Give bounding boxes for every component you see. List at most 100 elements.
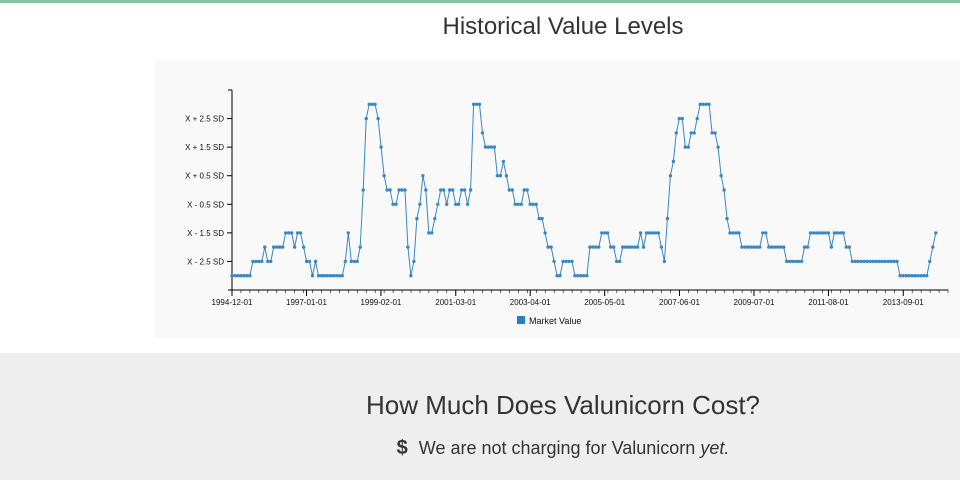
x-tick-label: 2007-06-01 — [659, 298, 700, 307]
data-point — [650, 231, 655, 235]
data-point — [594, 245, 598, 249]
data-point — [498, 174, 503, 178]
chart-title: Historical Value Levels — [442, 13, 684, 40]
data-point — [415, 216, 419, 221]
data-point — [734, 231, 738, 235]
data-point — [647, 231, 652, 235]
data-point — [385, 188, 389, 192]
data-point — [555, 274, 559, 278]
data-point — [492, 145, 497, 149]
data-point — [856, 259, 860, 264]
pricing-note-text: We are not charging for Valunicorn — [418, 438, 696, 458]
data-point — [626, 245, 631, 249]
data-point — [844, 245, 848, 249]
series-line-market-value — [232, 103, 937, 277]
data-point — [588, 245, 592, 249]
data-point — [278, 245, 282, 249]
data-point — [564, 259, 568, 264]
data-point — [376, 116, 380, 121]
data-point — [292, 245, 297, 249]
data-point — [522, 188, 526, 192]
data-point — [272, 245, 276, 249]
data-point — [770, 245, 774, 249]
x-tick-label: 2003-04-01 — [510, 298, 551, 307]
data-point — [767, 245, 771, 249]
line-chart: X - 2.5 SD X - 1.5 SD X - 0.5 SD X + 0.5 SD… — [185, 89, 949, 326]
data-point — [361, 188, 365, 192]
data-point — [427, 231, 431, 235]
data-point — [904, 274, 908, 278]
data-point — [298, 231, 303, 235]
data-point — [731, 231, 735, 235]
top-accent-rule — [0, 0, 960, 3]
data-point — [418, 202, 422, 206]
data-point — [439, 188, 443, 192]
data-point — [713, 131, 717, 135]
data-point — [698, 102, 702, 106]
data-point — [707, 102, 711, 106]
data-point — [931, 245, 935, 249]
data-point — [853, 259, 857, 264]
data-point — [874, 259, 878, 264]
data-point — [367, 102, 371, 106]
data-point — [814, 231, 819, 235]
data-point — [913, 274, 917, 278]
data-point — [394, 202, 398, 206]
data-point — [901, 274, 905, 278]
x-axis: 1994-12-01 1997-01-01 1999-02-01 2001-03-01… — [212, 289, 949, 307]
data-point — [922, 274, 926, 278]
data-point — [400, 188, 404, 192]
data-point — [230, 274, 234, 278]
data-point — [433, 216, 437, 221]
data-point — [597, 245, 601, 249]
data-point — [799, 259, 804, 264]
data-point — [358, 245, 362, 249]
x-tick-label: 2005-05-01 — [584, 298, 625, 307]
data-point — [686, 145, 690, 149]
data-point — [382, 174, 386, 178]
chart-section: Historical Value Levels X - 2.5 SD X - 1.… — [0, 3, 960, 353]
data-point — [448, 188, 452, 192]
data-point — [349, 259, 353, 264]
data-point — [322, 274, 327, 278]
data-point — [746, 245, 750, 249]
data-point — [468, 188, 473, 192]
data-point — [662, 259, 667, 264]
data-point — [507, 188, 511, 192]
data-point — [546, 245, 550, 249]
data-point — [692, 131, 696, 135]
data-point — [573, 274, 577, 278]
data-point — [412, 259, 416, 264]
data-point — [635, 245, 640, 249]
data-point — [269, 259, 273, 264]
data-point — [656, 231, 661, 235]
data-point — [483, 145, 488, 149]
dollar-icon: $ — [396, 437, 408, 459]
data-point — [456, 202, 461, 206]
data-point — [743, 245, 747, 249]
data-point — [567, 259, 571, 264]
data-point — [802, 245, 807, 249]
y-tick-label: X + 2.5 SD — [185, 115, 224, 124]
data-point — [558, 274, 562, 278]
data-point — [805, 245, 810, 249]
data-point — [820, 231, 825, 235]
data-point — [289, 231, 294, 235]
data-point — [331, 274, 336, 278]
data-point — [403, 188, 407, 192]
data-point — [325, 274, 330, 278]
data-point — [436, 202, 440, 206]
data-point — [579, 274, 583, 278]
data-point — [304, 259, 309, 264]
data-point — [790, 259, 795, 264]
data-point — [391, 202, 395, 206]
data-point — [409, 274, 413, 278]
data-point — [284, 231, 288, 235]
y-tick-label: X - 2.5 SD — [187, 257, 224, 266]
data-point — [632, 245, 637, 249]
data-point — [257, 259, 261, 264]
data-point — [239, 274, 243, 278]
data-point — [895, 259, 899, 264]
pricing-title: How Much Does Valunicorn Cost? — [365, 390, 761, 420]
data-point — [552, 259, 556, 264]
